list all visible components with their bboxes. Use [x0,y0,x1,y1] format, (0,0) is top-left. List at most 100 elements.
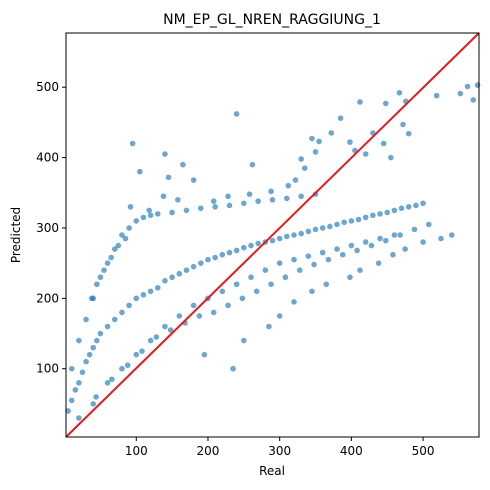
scatter-point [249,161,256,168]
scatter-point [384,209,391,216]
scatter-point [347,274,353,281]
scatter-point [219,251,226,258]
scatter-point [196,313,203,319]
scatter-point [119,232,125,238]
scatter-point [420,239,426,245]
scatter-point [268,281,274,288]
scatter-point [291,256,297,263]
scatter-point [269,197,276,203]
scatter-point [337,115,344,121]
x-tick-label: 300 [268,444,291,458]
scatter-point [154,211,161,217]
scatter-point [375,260,382,266]
scatter-point [348,242,355,249]
scatter-point [420,200,426,207]
scatter-point [470,97,477,103]
scatter-point [413,202,419,209]
scatter-point [327,223,333,230]
scatter-point [109,376,115,383]
scatter-point [111,246,118,252]
scatter-point [377,235,383,242]
scatter-point [83,316,89,323]
scatter-point [233,247,240,254]
scatter-point [388,154,394,161]
scatter-point [212,254,218,261]
scatter-point [176,270,183,277]
scatter-point [354,247,360,254]
scatter-point [291,232,297,238]
scatter-point [368,242,375,249]
scatter-point [396,90,403,96]
scatter-point [285,182,292,189]
scatter-point [377,211,383,217]
scatter-point [241,200,247,207]
scatter-point [72,387,79,393]
scatter-point [147,288,154,295]
scatter-point [140,292,147,298]
scatter-point [296,267,303,273]
scatter-point [210,309,217,316]
scatter-point [298,156,304,162]
scatter-point [246,191,253,197]
x-tick-label: 200 [197,444,220,458]
scatter-point [147,212,154,219]
scatter-point [167,327,174,333]
scatter-point [101,267,107,273]
scatter-point [122,235,129,242]
scatter-point [334,246,340,252]
scatter-point [180,161,186,168]
scatter-point [233,281,240,288]
scatter-point [474,82,481,88]
scatter-point [362,214,369,221]
scatter-point [190,263,197,270]
scatter-point [292,177,299,183]
scatter-point [169,209,175,216]
scatter-point [197,260,204,266]
scatter-point [253,288,260,295]
scatter-point [162,323,168,330]
scatter-point [334,221,340,228]
scatter-point [104,260,111,266]
scatter-point [147,337,154,344]
scatter-point [305,228,312,235]
scatter-point [165,174,172,181]
scatter-point [402,246,408,252]
scatter-point [133,295,140,302]
x-tick-label: 100 [125,444,148,458]
scatter-point [291,299,297,305]
scatter-point [255,198,261,205]
scatter-point [316,138,322,145]
scatter-point [133,351,140,358]
scatter-point [83,358,89,365]
scatter-point [268,188,274,195]
scatter-point [219,288,226,295]
y-tick-label: 400 [36,151,59,165]
scatter-point [86,351,93,358]
scatter-point [276,313,283,319]
scatter-point [239,295,246,302]
scatter-point [411,226,418,233]
scatter-point [65,408,71,414]
scatter-point [357,99,363,105]
scatter-point [438,235,444,242]
scatter-point [68,365,75,372]
y-axis-label: Predicted [9,207,23,263]
scatter-point [226,202,233,209]
scatter-point [162,277,168,284]
scatter-point [126,302,132,309]
y-tick-label: 200 [36,291,59,305]
scatter-point [362,239,369,245]
scatter-point [309,135,315,142]
scatter-point [298,230,304,237]
scatter-point [355,216,362,223]
scatter-point [382,100,389,107]
scatter-point [276,260,283,266]
scatter-point [190,302,197,309]
scatter-point [311,261,317,268]
scatter-point [248,274,254,281]
scatter-point [212,204,218,210]
scatter-point [397,232,403,238]
scatter-point [298,193,304,200]
scatter-point [104,380,111,386]
scatter-point [104,323,111,330]
